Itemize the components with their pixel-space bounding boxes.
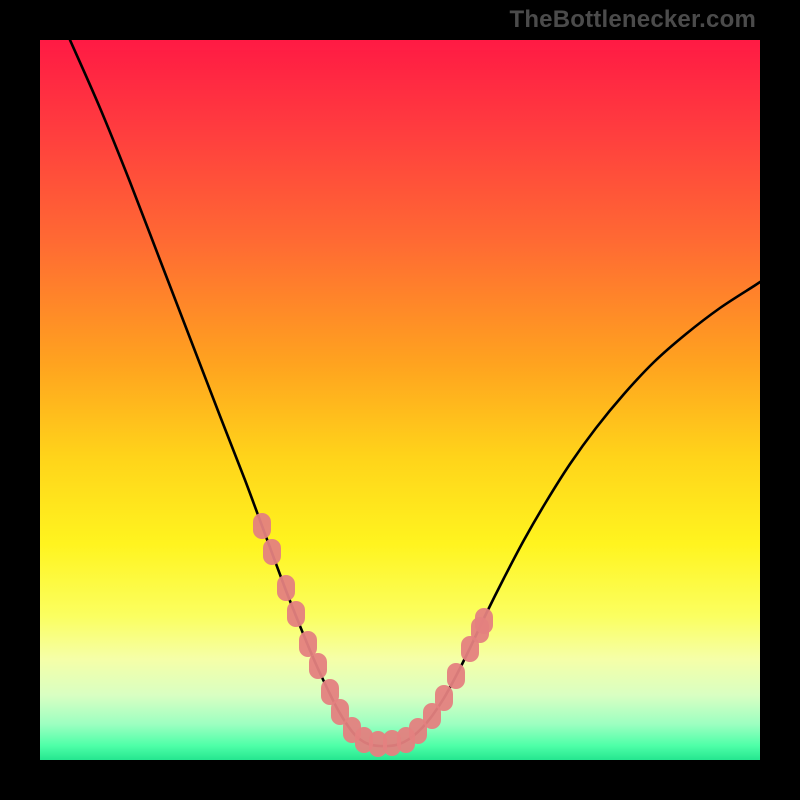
curve-overlay xyxy=(40,40,760,760)
curve-marker xyxy=(447,663,465,689)
curve-marker xyxy=(263,539,281,565)
curve-marker xyxy=(309,653,327,679)
curve-marker xyxy=(287,601,305,627)
bottleneck-curve xyxy=(70,40,760,746)
chart-frame: TheBottlenecker.com xyxy=(0,0,800,800)
curve-marker xyxy=(253,513,271,539)
curve-markers xyxy=(253,513,493,757)
curve-marker xyxy=(277,575,295,601)
plot-area xyxy=(40,40,760,760)
curve-marker xyxy=(475,608,493,634)
curve-marker xyxy=(435,685,453,711)
watermark-text: TheBottlenecker.com xyxy=(509,6,756,34)
curve-marker xyxy=(299,631,317,657)
